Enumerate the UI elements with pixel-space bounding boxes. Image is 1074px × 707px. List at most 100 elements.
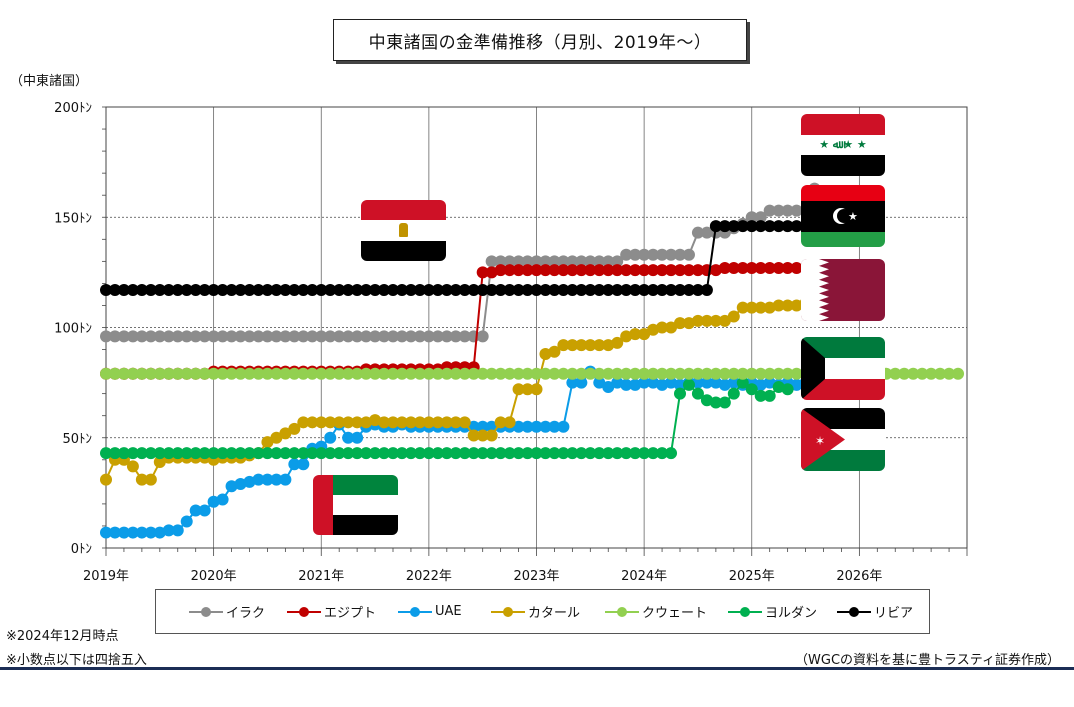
data-point [718,396,731,409]
data-point [449,447,462,460]
data-point [422,447,435,460]
data-point [682,264,695,277]
data-point [736,220,749,233]
data-point [494,416,507,429]
data-point [476,284,489,297]
data-point [512,383,525,396]
data-point [369,414,382,427]
data-point [575,255,588,268]
data-point [431,416,444,429]
data-point [575,339,588,352]
data-point [279,367,292,380]
iraq-flag-icon: ★ ﷲ ★ ★ [801,114,885,176]
data-point [333,447,346,460]
data-point [709,314,722,327]
bottom-rule [0,667,1074,670]
data-point [629,248,642,261]
data-point [754,367,767,380]
data-point [261,367,274,380]
data-point [270,447,283,460]
data-point [575,447,588,460]
data-point [718,314,731,327]
y-axis-unit-label: （中東諸国） [10,74,89,89]
data-point [790,378,803,391]
data-point [180,284,193,297]
data-point [449,416,462,429]
data-point [243,367,256,380]
data-point [593,264,606,277]
data-point [709,220,722,233]
data-point [395,416,408,429]
data-point [763,367,776,380]
data-point [100,330,112,343]
data-point [638,284,651,297]
data-point [682,317,695,330]
data-point [620,378,633,391]
data-point [557,367,570,380]
data-point [772,381,785,394]
data-point [682,284,695,297]
data-point [315,416,328,429]
data-point [925,367,938,380]
data-point [611,284,624,297]
data-point [503,447,516,460]
data-point [548,345,561,358]
x-tick-label: 2019年 [83,569,129,584]
data-point [440,284,453,297]
data-point [216,284,229,297]
legend-swatch-icon [287,606,321,617]
data-point [467,447,480,460]
data-point [638,367,651,380]
qatar-flag-icon [801,259,885,321]
data-point [709,264,722,277]
data-point [342,416,355,429]
data-point [369,447,382,460]
data-point [261,447,274,460]
data-point [387,416,399,429]
data-point [153,284,166,297]
data-point [539,447,552,460]
data-point [665,284,678,297]
data-point [108,330,121,343]
legend-swatch-icon [728,606,762,617]
data-point [485,255,498,268]
data-point [351,431,364,444]
data-point [440,330,453,343]
data-point [682,367,695,380]
data-point [431,447,444,460]
data-point [629,264,642,277]
data-point [144,473,157,486]
data-point [207,495,220,508]
data-point [763,204,776,217]
data-point [395,330,408,343]
legend-item: イラク [189,590,265,633]
data-point [279,330,292,343]
data-point [449,330,462,343]
data-point [288,330,301,343]
data-point [647,376,660,389]
data-point [153,447,166,460]
data-point [593,447,606,460]
data-point [404,284,417,297]
data-point [557,284,570,297]
data-point [422,367,435,380]
data-point [602,255,615,268]
data-point [360,367,373,380]
data-point [557,339,570,352]
data-point [494,367,507,380]
data-point [108,284,121,297]
data-point [144,284,157,297]
data-point [736,261,749,274]
data-point [584,339,597,352]
data-point [297,284,310,297]
data-point [700,376,713,389]
data-point [279,473,292,486]
data-point [665,248,678,261]
data-point [422,284,435,297]
data-point [700,367,713,380]
data-point [691,367,704,380]
data-point [100,367,112,380]
data-point [117,330,130,343]
data-point [727,310,740,323]
y-tick-label: 0ﾄﾝ [71,542,92,557]
